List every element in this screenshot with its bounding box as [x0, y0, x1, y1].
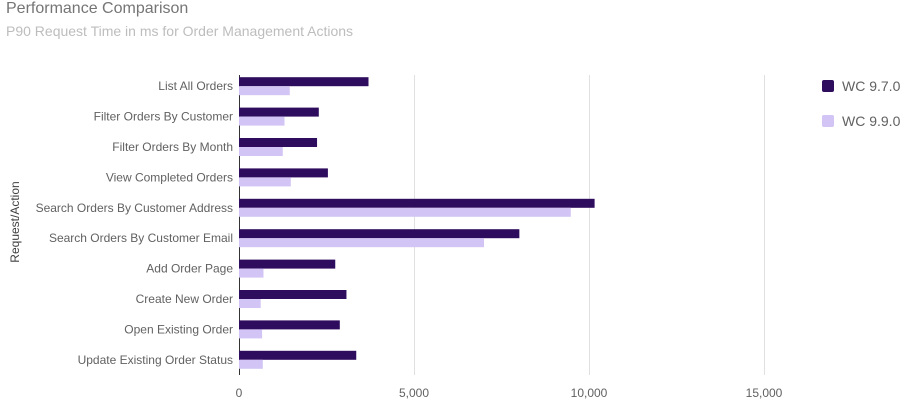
category-label: Update Existing Order Status	[78, 353, 233, 367]
category-label: Open Existing Order	[124, 322, 233, 336]
bar-series-1	[239, 259, 336, 269]
bar-series-2	[239, 238, 484, 248]
bar-series-1	[239, 320, 340, 330]
bar-series-1	[239, 77, 369, 87]
y-axis-label: Request/Action	[8, 181, 22, 262]
bar-series-2	[239, 299, 261, 308]
legend-label: WC 9.7.0	[842, 78, 901, 94]
bar-series-2	[239, 147, 283, 156]
category-label: Filter Orders By Month	[112, 140, 233, 154]
legend-swatch	[822, 80, 834, 92]
grid-lines	[239, 75, 765, 375]
category-labels: List All Orders Filter Orders By Customer…	[36, 79, 234, 367]
x-tick-labels: 0 5,000 10,000 15,000	[236, 386, 783, 400]
category-label: Create New Order	[136, 292, 233, 306]
category-label: Add Order Page	[146, 262, 233, 276]
x-tick-label: 10,000	[571, 386, 608, 400]
legend-item-series-2: WC 9.9.0	[822, 111, 900, 131]
bar-series-1	[239, 290, 347, 299]
bar-series-2	[239, 268, 264, 278]
category-label: List All Orders	[158, 79, 233, 93]
category-label: Filter Orders By Customer	[94, 110, 233, 124]
bar-series-1	[239, 350, 357, 360]
bar-series-2	[239, 177, 291, 187]
x-tick-label: 15,000	[746, 386, 783, 400]
bar-series-2	[239, 329, 263, 339]
bar-series-1	[239, 138, 318, 147]
bar-series-1	[239, 229, 520, 239]
bars	[239, 77, 595, 369]
legend-swatch	[822, 115, 834, 127]
bar-series-2	[239, 359, 263, 369]
bar-series-1	[239, 168, 328, 178]
bar-series-2	[239, 86, 290, 96]
legend-label: WC 9.9.0	[842, 113, 901, 129]
category-label: Search Orders By Customer Address	[36, 201, 233, 215]
bar-series-2	[239, 207, 571, 217]
bar-series-1	[239, 198, 595, 208]
chart-title: Performance Comparison	[6, 0, 189, 17]
category-label: Search Orders By Customer Email	[49, 231, 233, 245]
bar-series-1	[239, 107, 319, 117]
x-tick-label: 0	[236, 386, 243, 400]
x-tick-label: 5,000	[399, 386, 429, 400]
category-label: View Completed Orders	[106, 170, 233, 184]
bar-series-2	[239, 116, 285, 126]
legend: WC 9.7.0 WC 9.9.0	[822, 76, 900, 146]
legend-item-series-1: WC 9.7.0	[822, 76, 900, 96]
chart-subtitle: P90 Request Time in ms for Order Managem…	[6, 23, 354, 39]
